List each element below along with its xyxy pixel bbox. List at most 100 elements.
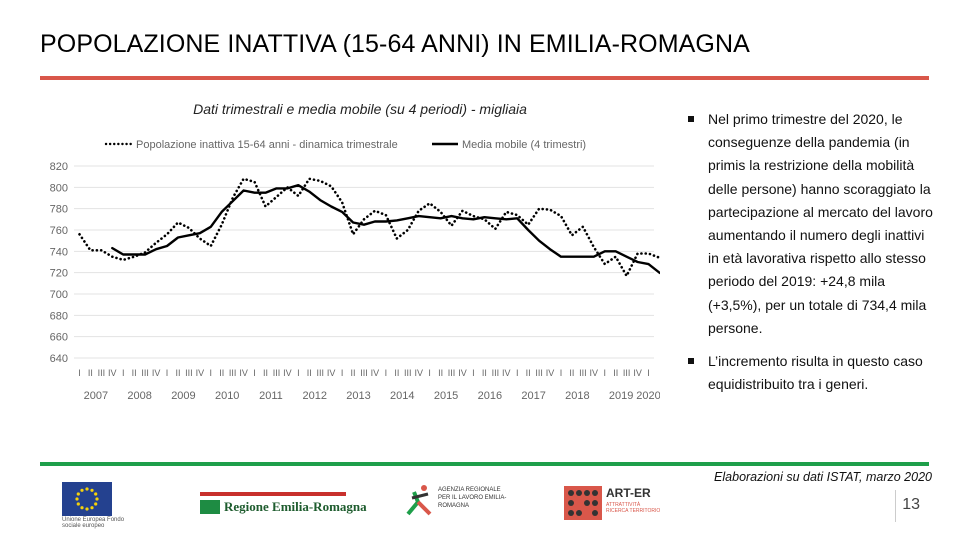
- x-quarter-label: II: [351, 368, 356, 378]
- x-year-label: 2007: [84, 390, 108, 402]
- x-year-label: 2018: [565, 390, 589, 402]
- x-quarter-label: II: [175, 368, 180, 378]
- x-quarter-label: III: [623, 368, 631, 378]
- x-quarter-label: III: [229, 368, 237, 378]
- x-quarter-label: II: [482, 368, 487, 378]
- x-quarter-label: IV: [283, 368, 292, 378]
- legend-moving-average-label: Media mobile (4 trimestri): [462, 139, 586, 151]
- x-quarter-label: IV: [108, 368, 117, 378]
- x-quarter-label: I: [560, 368, 563, 378]
- x-quarter-label: IV: [590, 368, 599, 378]
- y-tick-label: 640: [50, 353, 68, 365]
- x-quarter-label: IV: [239, 368, 248, 378]
- bullet-text: Nel primo trimestre del 2020, le consegu…: [708, 111, 933, 336]
- x-year-label: 2016: [478, 390, 502, 402]
- bullet-list: Nel primo trimestre del 2020, le consegu…: [686, 108, 938, 406]
- x-year-label: 2020: [636, 390, 660, 402]
- art-er-logo-text: ART-ER: [606, 486, 651, 500]
- x-quarter-label: III: [492, 368, 500, 378]
- x-quarter-label: II: [569, 368, 574, 378]
- y-tick-label: 740: [50, 246, 68, 258]
- art-er-logo: ART-ER ATTRATTIVITÀ RICERCA TERRITORIO: [564, 484, 664, 522]
- x-quarter-label: I: [385, 368, 388, 378]
- x-quarter-label: II: [394, 368, 399, 378]
- x-quarter-label: I: [166, 368, 169, 378]
- bullet-square-icon: [688, 116, 694, 122]
- region-logo-text: Regione Emilia-Romagna: [224, 499, 367, 514]
- x-quarter-label: III: [98, 368, 106, 378]
- agenzia-runner-icon: [406, 485, 432, 516]
- x-quarter-label: II: [132, 368, 137, 378]
- x-quarter-label: III: [316, 368, 324, 378]
- y-tick-label: 720: [50, 268, 68, 280]
- x-year-label: 2015: [434, 390, 458, 402]
- x-year-label: 2012: [303, 390, 327, 402]
- footer-divider: [40, 462, 929, 466]
- x-quarter-label: I: [472, 368, 475, 378]
- x-quarter-label: III: [185, 368, 193, 378]
- series-moving-average-line: [111, 184, 660, 275]
- x-quarter-label: II: [526, 368, 531, 378]
- agenzia-logo-text: AGENZIA REGIONALE PER IL LAVORO EMILIA-R…: [438, 487, 507, 509]
- x-quarter-label: III: [448, 368, 456, 378]
- art-er-logo-subtext: ATTRATTIVITÀ RICERCA TERRITORIO: [606, 502, 661, 514]
- x-quarter-label: I: [78, 368, 81, 378]
- x-year-label: 2009: [171, 390, 195, 402]
- x-quarter-label: III: [360, 368, 368, 378]
- eu-stars-icon: [75, 487, 99, 511]
- y-tick-label: 660: [50, 332, 68, 344]
- x-quarter-label: IV: [414, 368, 423, 378]
- x-quarter-label: II: [307, 368, 312, 378]
- x-quarter-label: II: [613, 368, 618, 378]
- x-year-label: 2008: [127, 390, 151, 402]
- x-quarter-label: II: [438, 368, 443, 378]
- x-quarter-label: III: [404, 368, 412, 378]
- x-year-label: 2011: [259, 390, 283, 402]
- title-divider: [40, 76, 929, 80]
- y-tick-label: 800: [50, 182, 68, 194]
- x-year-label: 2010: [215, 390, 239, 402]
- x-year-label: 2017: [521, 390, 545, 402]
- eu-logo-caption: Unione Europea Fondo sociale europeo: [62, 517, 125, 529]
- bullet-item-gender: L’incremento risulta in questo caso equi…: [686, 350, 938, 396]
- x-quarter-label: I: [210, 368, 213, 378]
- source-note: Elaborazioni su dati ISTAT, marzo 2020: [714, 470, 932, 484]
- x-quarter-label: IV: [152, 368, 161, 378]
- x-quarter-label: I: [122, 368, 125, 378]
- x-quarter-label: II: [263, 368, 268, 378]
- art-er-dots-icon: [564, 486, 602, 520]
- regione-emilia-romagna-logo: Regione Emilia-Romagna: [200, 492, 367, 518]
- x-year-label: 2014: [390, 390, 414, 402]
- x-year-label: 2019: [609, 390, 633, 402]
- x-quarter-label: II: [88, 368, 93, 378]
- x-year-label: 2013: [346, 390, 370, 402]
- legend-quarterly-label: Popolazione inattiva 15-64 anni - dinami…: [136, 139, 398, 151]
- bullet-item-pandemic: Nel primo trimestre del 2020, le consegu…: [686, 108, 938, 340]
- x-quarter-label: I: [341, 368, 344, 378]
- x-quarter-label: IV: [633, 368, 642, 378]
- x-quarter-label: III: [579, 368, 587, 378]
- x-quarter-label: IV: [502, 368, 511, 378]
- y-tick-label: 820: [50, 161, 68, 173]
- page-number: 13: [902, 496, 920, 513]
- x-quarter-label: I: [603, 368, 606, 378]
- agenzia-lavoro-logo: AGENZIA REGIONALE PER IL LAVORO EMILIA-R…: [404, 484, 514, 522]
- x-quarter-label: I: [297, 368, 300, 378]
- x-quarter-label: IV: [371, 368, 380, 378]
- x-quarter-label: I: [647, 368, 650, 378]
- region-flag-icon: [200, 500, 220, 514]
- x-quarter-label: I: [253, 368, 256, 378]
- bullet-text: L’incremento risulta in questo caso equi…: [708, 353, 923, 393]
- x-quarter-label: I: [516, 368, 519, 378]
- page-number-frame: [895, 490, 930, 522]
- x-quarter-label: IV: [546, 368, 555, 378]
- x-quarter-label: IV: [327, 368, 336, 378]
- y-tick-label: 680: [50, 310, 68, 322]
- x-quarter-label: III: [273, 368, 281, 378]
- region-logo-bar: [200, 492, 346, 496]
- x-quarter-label: II: [219, 368, 224, 378]
- x-quarter-label: III: [141, 368, 149, 378]
- slide-title: POPOLAZIONE INATTIVA (15-64 ANNI) IN EMI…: [40, 30, 750, 58]
- y-tick-label: 700: [50, 289, 68, 301]
